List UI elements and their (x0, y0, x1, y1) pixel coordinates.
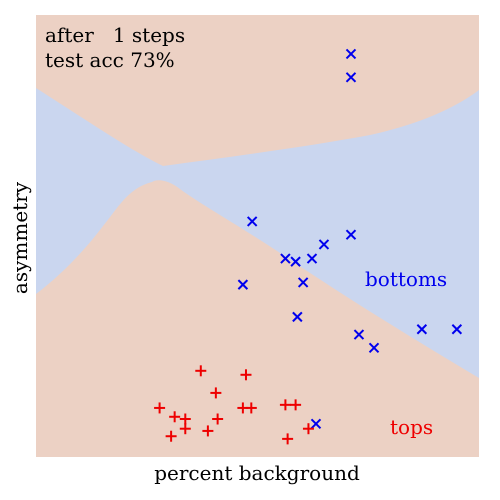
info-line-1: after 1 steps (45, 23, 185, 47)
point-tops-14 (282, 433, 294, 445)
point-tops-7 (245, 402, 257, 414)
region-label-bottoms: bottoms (365, 267, 447, 291)
point-bottoms-11 (353, 329, 365, 340)
point-bottoms-0 (345, 72, 357, 83)
point-tops-4 (169, 411, 181, 423)
point-tops-1 (240, 369, 252, 381)
point-bottoms-1 (345, 48, 357, 60)
y-axis-label: asymmetry (8, 181, 32, 294)
point-bottoms-14 (451, 324, 463, 335)
info-line-2: test acc 73% (45, 48, 175, 72)
point-bottoms-12 (368, 342, 380, 354)
point-bottoms-8 (297, 277, 309, 288)
point-tops-0 (195, 365, 207, 377)
point-bottoms-13 (416, 324, 428, 335)
point-bottoms-2 (246, 216, 258, 227)
region-bottoms (36, 88, 479, 378)
point-tops-8 (279, 399, 291, 411)
point-tops-13 (202, 425, 214, 437)
x-axis-label: percent background (154, 461, 360, 485)
point-bottoms-10 (292, 311, 303, 323)
point-tops-12 (165, 430, 177, 442)
point-bottoms-15 (310, 418, 322, 430)
point-tops-15 (302, 423, 314, 435)
region-label-tops: tops (390, 415, 433, 439)
point-tops-2 (210, 387, 222, 399)
point-tops-9 (290, 399, 302, 411)
point-tops-11 (179, 423, 191, 435)
point-tops-5 (179, 413, 191, 425)
point-tops-3 (154, 402, 166, 414)
point-bottoms-5 (306, 253, 318, 264)
point-bottoms-3 (280, 253, 291, 264)
point-bottoms-6 (318, 239, 330, 250)
point-tops-10 (212, 413, 224, 425)
point-bottoms-4 (290, 256, 301, 267)
point-bottoms-9 (237, 279, 249, 290)
point-bottoms-7 (345, 229, 357, 240)
